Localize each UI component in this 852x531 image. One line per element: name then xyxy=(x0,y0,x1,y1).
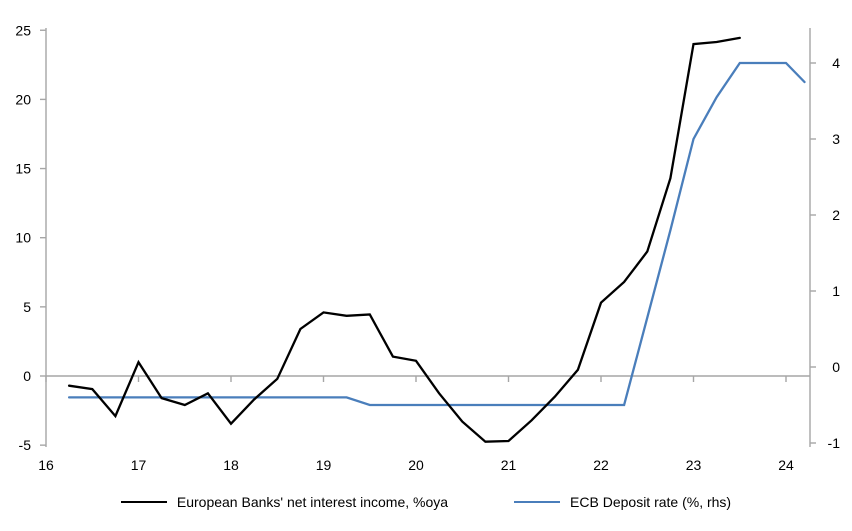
deposit-rate-line xyxy=(67,61,806,407)
x-axis-tick-label: 23 xyxy=(686,457,702,473)
right-axis-tick-label: 4 xyxy=(832,55,840,71)
legend-item-deposit-rate: ECB Deposit rate (%, rhs) xyxy=(514,494,731,510)
x-axis-tick-label: 22 xyxy=(593,457,609,473)
net-interest-income-line xyxy=(67,36,741,443)
right-axis-tick-label: 2 xyxy=(832,207,840,223)
right-axis-tick-label: 3 xyxy=(832,131,840,147)
legend-line-sample-black xyxy=(120,501,167,503)
legend-item-net-interest-income: European Banks' net interest income, %oy… xyxy=(120,494,449,510)
left-axis-tick-label: 10 xyxy=(15,230,31,246)
left-axis-tick-label: 0 xyxy=(23,368,31,384)
x-axis-tick-label: 24 xyxy=(778,457,794,473)
x-axis-tick-label: 19 xyxy=(316,457,332,473)
right-axis-tick-label: 0 xyxy=(832,359,840,375)
left-axis-tick-label: 20 xyxy=(15,91,31,107)
x-axis-tick-label: 18 xyxy=(223,457,239,473)
legend-line-sample-blue xyxy=(514,501,561,503)
x-axis-tick-label: 21 xyxy=(501,457,517,473)
x-axis-tick-label: 16 xyxy=(38,457,54,473)
left-axis-tick-label: -5 xyxy=(19,437,32,453)
left-axis-tick-label: 15 xyxy=(15,161,31,177)
right-axis-tick-label: 1 xyxy=(832,283,840,299)
right-axis-tick-label: -1 xyxy=(828,435,841,451)
legend-label-net-interest-income: European Banks' net interest income, %oy… xyxy=(176,494,449,510)
x-axis-tick-label: 17 xyxy=(131,457,147,473)
left-axis-tick-label: 5 xyxy=(23,299,31,315)
legend-label-deposit-rate: ECB Deposit rate (%, rhs) xyxy=(570,494,732,510)
chart-legend: European Banks' net interest income, %oy… xyxy=(0,494,852,510)
left-axis-tick-label: 25 xyxy=(15,22,31,38)
x-axis-tick-label: 20 xyxy=(408,457,424,473)
